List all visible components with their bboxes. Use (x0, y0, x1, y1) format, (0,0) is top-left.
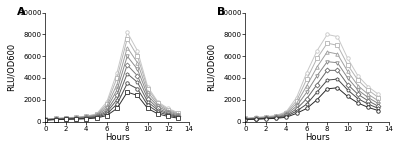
X-axis label: Hours: Hours (305, 133, 329, 142)
Text: B: B (217, 7, 225, 17)
Text: A: A (17, 7, 25, 17)
X-axis label: Hours: Hours (105, 133, 129, 142)
Y-axis label: RLU/OD600: RLU/OD600 (207, 43, 216, 91)
Y-axis label: RLU/OD600: RLU/OD600 (7, 43, 16, 91)
